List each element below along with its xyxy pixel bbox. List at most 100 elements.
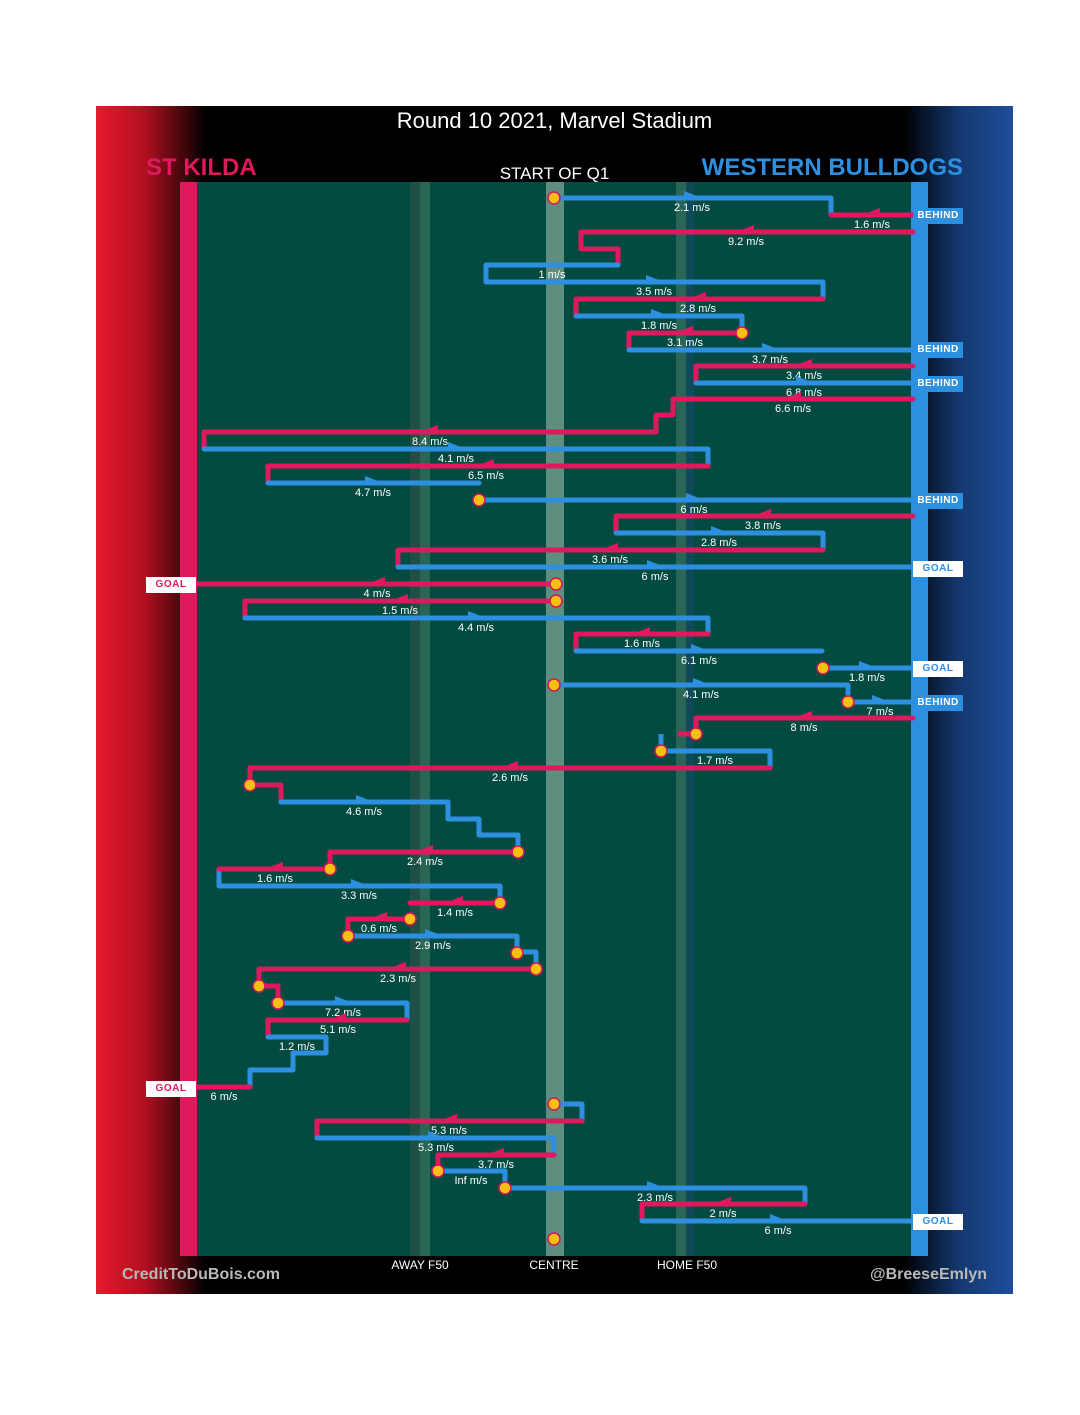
event-chains: 2.1 m/s 1.6 m/s 9.2 m/s 1 m/s 3.5 m/s 2.8 m/s… <box>194 191 916 1246</box>
ball-marker-0 <box>547 191 561 205</box>
ball-marker-12 <box>323 862 337 876</box>
direction-arrow-39 <box>388 962 406 969</box>
speed-label-8: 3.7 m/s <box>752 354 789 366</box>
period-label: START OF Q1 <box>499 164 610 183</box>
speed-label-49: 2 m/s <box>710 1208 737 1220</box>
direction-arrow-15 <box>365 476 383 483</box>
direction-arrow-49 <box>713 1197 731 1204</box>
direction-arrow-28 <box>872 695 890 702</box>
speed-label-35: 3.3 m/s <box>341 890 378 902</box>
ball-marker-11 <box>511 845 525 859</box>
match-title: Round 10 2021, Marvel Stadium <box>396 108 713 133</box>
speed-label-37: 0.6 m/s <box>361 923 398 935</box>
ball-marker-15 <box>341 929 355 943</box>
ball-marker-1 <box>735 326 749 340</box>
direction-arrow-45 <box>428 1131 446 1138</box>
ball-marker-14 <box>403 912 417 926</box>
ball-marker-6 <box>547 678 561 692</box>
ball-marker-21 <box>431 1164 445 1178</box>
direction-arrow-12 <box>420 425 438 432</box>
speed-label-30: 1.7 m/s <box>697 755 734 767</box>
direction-arrow-31 <box>500 761 518 768</box>
team-left-name: ST KILDA <box>146 154 257 181</box>
result-badge-4: GOAL <box>913 561 963 577</box>
direction-arrow-0 <box>684 191 702 198</box>
speed-label-40: 7.2 m/s <box>325 1007 362 1019</box>
speed-label-1: 1.6 m/s <box>854 219 891 231</box>
direction-arrow-40 <box>335 996 353 1003</box>
speed-label-21: 4 m/s <box>364 588 391 600</box>
direction-arrow-29 <box>794 711 812 718</box>
direction-arrow-33 <box>415 845 433 852</box>
speed-label-24: 1.6 m/s <box>624 638 661 650</box>
speed-label-36: 1.4 m/s <box>437 907 474 919</box>
chain-poster: 2.1 m/s 1.6 m/s 9.2 m/s 1 m/s 3.5 m/s 2.8 m/s… <box>96 106 1013 1294</box>
speed-label-5: 2.8 m/s <box>680 303 717 315</box>
speed-label-11: 6.6 m/s <box>775 403 812 415</box>
ball-marker-17 <box>529 962 543 976</box>
direction-arrow-27 <box>693 678 711 685</box>
direction-arrow-37 <box>369 912 387 919</box>
direction-arrow-35 <box>351 879 369 886</box>
chain-link-28 <box>514 936 539 969</box>
speed-label-23: 4.4 m/s <box>458 622 495 634</box>
speed-label-29: 8 m/s <box>791 722 818 734</box>
speed-label-43: 6 m/s <box>211 1091 238 1103</box>
result-badge-2: BEHIND <box>913 376 963 392</box>
speed-label-32: 4.6 m/s <box>346 806 383 818</box>
chain-link-8 <box>653 399 676 432</box>
direction-arrow-5 <box>688 292 706 299</box>
speed-label-16: 6 m/s <box>681 504 708 516</box>
direction-arrow-9 <box>794 359 812 366</box>
direction-arrow-8 <box>762 343 780 350</box>
speed-label-45: 5.3 m/s <box>418 1142 455 1154</box>
direction-arrow-24 <box>632 627 650 634</box>
ball-marker-19 <box>271 996 285 1010</box>
ball-marker-4 <box>549 594 563 608</box>
ball-marker-18 <box>252 979 266 993</box>
direction-arrow-11 <box>783 392 801 399</box>
speed-label-47: Inf m/s <box>454 1175 488 1187</box>
direction-arrow-23 <box>468 611 486 618</box>
direction-arrow-4 <box>646 275 664 282</box>
speed-label-22: 1.5 m/s <box>382 605 419 617</box>
speed-label-33: 2.4 m/s <box>407 856 444 868</box>
speed-label-2: 9.2 m/s <box>728 236 765 248</box>
direction-arrow-20 <box>647 560 665 567</box>
direction-arrow-21 <box>367 577 385 584</box>
speed-label-31: 2.6 m/s <box>492 772 529 784</box>
speed-label-27: 4.1 m/s <box>683 689 720 701</box>
ball-marker-2 <box>472 493 486 507</box>
credit-right: @BreeseEmlyn <box>870 1266 987 1283</box>
speed-label-17: 3.8 m/s <box>745 520 782 532</box>
direction-arrow-6 <box>651 309 669 316</box>
direction-arrow-17 <box>753 509 771 516</box>
result-badge-5: GOAL <box>146 577 196 593</box>
speed-label-14: 6.5 m/s <box>468 470 505 482</box>
result-badges: BEHIND BEHIND BEHIND BEHIND GOAL GOAL GOAL BEHI… <box>96 106 1013 1294</box>
direction-arrow-32 <box>356 795 374 802</box>
ball-marker-10 <box>243 778 257 792</box>
ball-marker-13 <box>493 896 507 910</box>
axis-label-away-f50: AWAY F50 <box>391 1258 449 1272</box>
ball-marker-9 <box>654 744 668 758</box>
speed-label-20: 6 m/s <box>642 571 669 583</box>
direction-arrow-13 <box>448 442 466 449</box>
speed-label-44: 5.3 m/s <box>431 1125 468 1137</box>
speed-label-4: 3.5 m/s <box>636 286 673 298</box>
ball-marker-20 <box>547 1097 561 1111</box>
direction-arrow-48 <box>647 1181 665 1188</box>
direction-arrow-34 <box>265 862 283 869</box>
direction-arrow-46 <box>486 1148 504 1155</box>
axis-label-home-f50: HOME F50 <box>656 1258 718 1272</box>
direction-arrow-19 <box>600 543 618 550</box>
direction-arrow-16 <box>686 493 704 500</box>
speed-label-41: 5.1 m/s <box>320 1024 357 1036</box>
speed-label-50: 6 m/s <box>765 1225 792 1237</box>
speed-label-19: 3.6 m/s <box>592 554 629 566</box>
ball-marker-16 <box>510 946 524 960</box>
direction-arrow-44 <box>439 1114 457 1121</box>
ball-marker-3 <box>549 577 563 591</box>
speed-label-46: 3.7 m/s <box>478 1159 515 1171</box>
direction-arrow-7 <box>675 326 693 333</box>
